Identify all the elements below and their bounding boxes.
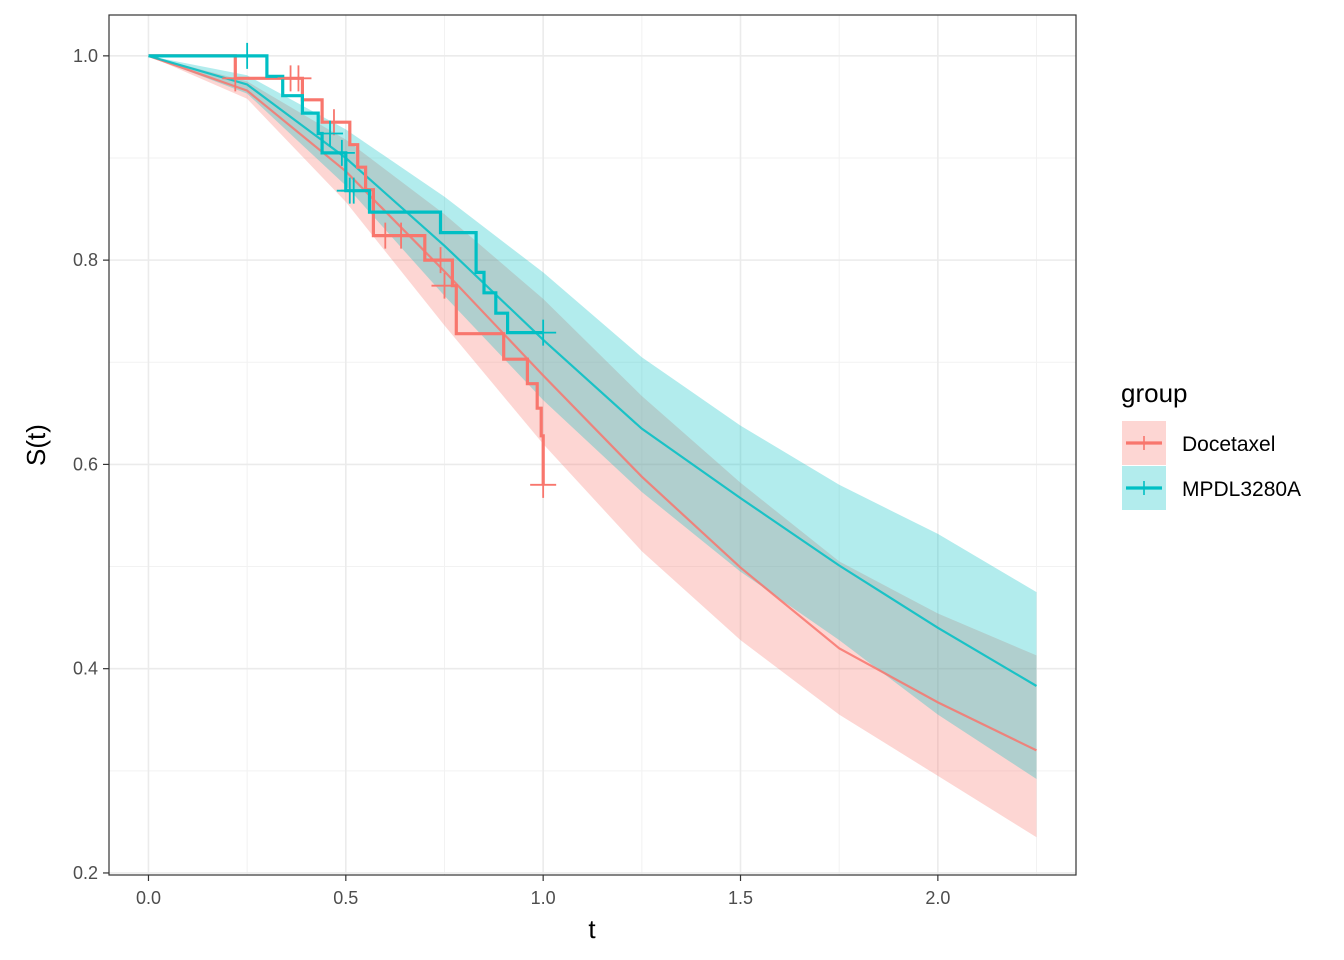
censor-mark-docetaxel	[320, 109, 347, 136]
legend-label-mpdl3280a: MPDL3280A	[1182, 478, 1301, 501]
censor-mark-docetaxel	[388, 222, 415, 249]
x-tick-label: 1.0	[531, 888, 556, 908]
censor-mark-docetaxel	[427, 247, 454, 274]
legend-title: group	[1121, 378, 1188, 408]
censor-marks	[222, 42, 557, 498]
legend-keys	[1122, 421, 1166, 510]
legend: group Docetaxel MPDL3280A	[1121, 378, 1301, 510]
x-tick-label: 1.5	[728, 888, 753, 908]
x-tick-label: 0.0	[136, 888, 161, 908]
y-tick-label: 1.0	[73, 46, 98, 66]
fitted-curve-mpdl3280a	[148, 54, 1038, 687]
censor-mark-mpdl3280a	[234, 42, 261, 69]
legend-key-mpdl3280a	[1122, 466, 1166, 510]
y-axis-ticks: 0.2 0.4 0.6 0.8 1.0	[73, 46, 109, 883]
fitted-curves	[148, 54, 1038, 752]
censor-mark-mpdl3280a	[328, 139, 355, 166]
y-tick-label: 0.2	[73, 863, 98, 883]
y-tick-label: 0.8	[73, 250, 98, 270]
fitted-curve-docetaxel	[148, 54, 1037, 752]
censor-mark-docetaxel	[222, 65, 249, 92]
x-tick-label: 0.5	[333, 888, 358, 908]
confidence-bands	[148, 55, 1037, 838]
censor-mark-docetaxel	[285, 65, 312, 92]
censor-mark-mpdl3280a	[317, 120, 344, 147]
censor-mark-docetaxel	[530, 471, 557, 498]
y-tick-label: 0.6	[73, 454, 98, 474]
plot-panel-border	[108, 14, 1077, 876]
y-axis-title: S(t)	[21, 424, 51, 466]
legend-label-docetaxel: Docetaxel	[1182, 433, 1275, 456]
major-gridlines	[109, 15, 1076, 875]
minor-gridlines	[109, 15, 1076, 875]
censor-mark-mpdl3280a	[340, 177, 367, 204]
x-axis-ticks: 0.0 0.5 1.0 1.5 2.0	[136, 875, 950, 908]
legend-key-docetaxel	[1122, 421, 1166, 465]
x-tick-label: 2.0	[925, 888, 950, 908]
censor-mark-docetaxel	[431, 272, 458, 299]
y-tick-label: 0.4	[73, 659, 98, 679]
x-axis-title: t	[588, 914, 596, 944]
confidence-band-mpdl3280a	[148, 55, 1037, 779]
censor-mark-mpdl3280a	[530, 319, 557, 346]
confidence-band-docetaxel	[148, 55, 1037, 838]
